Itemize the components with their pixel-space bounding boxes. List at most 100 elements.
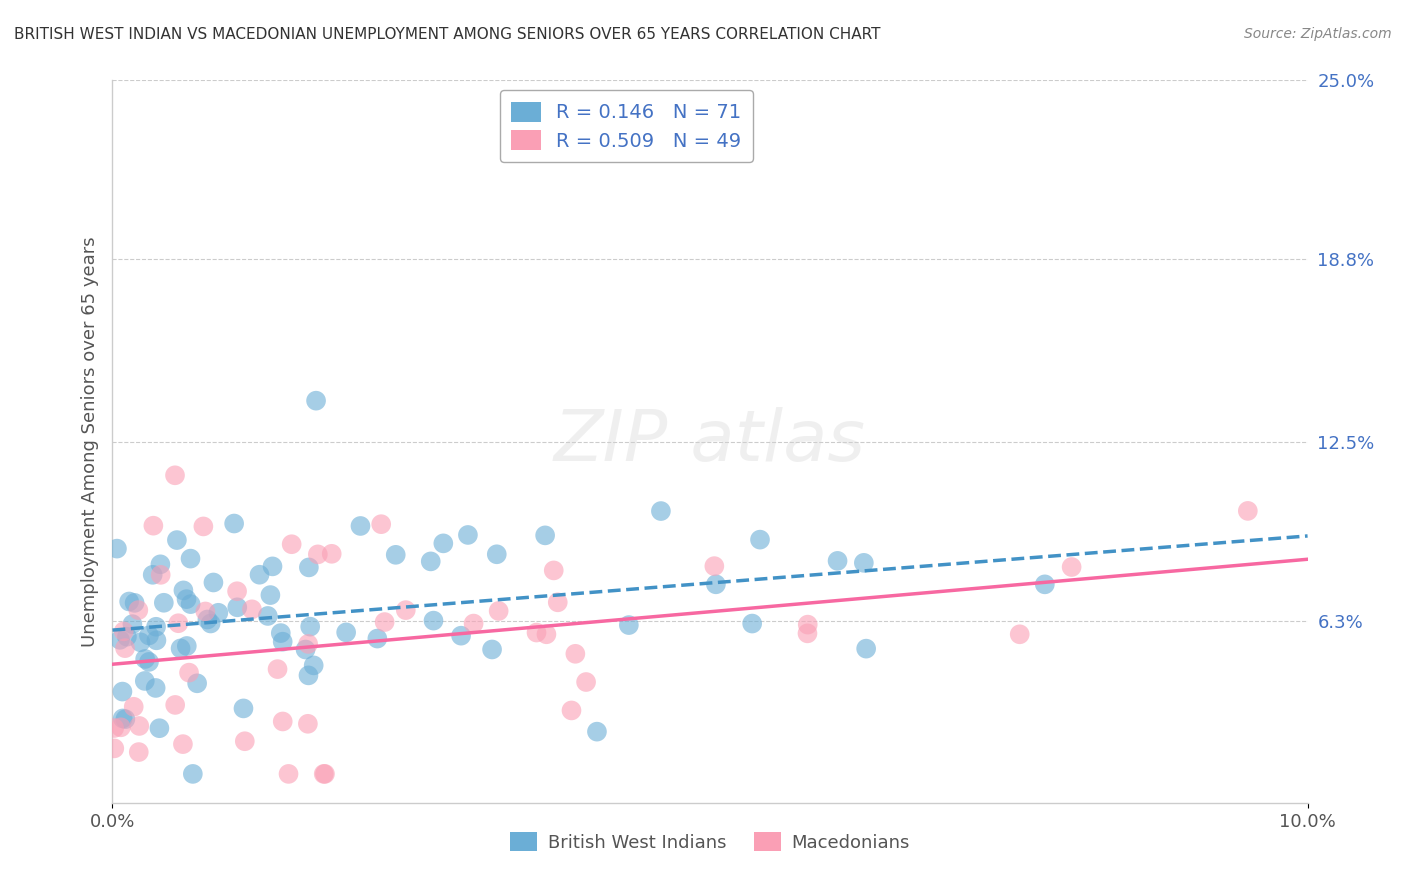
British West Indians	[299, 620, 322, 634]
British West Indians	[485, 547, 508, 561]
Macedonians	[307, 547, 329, 561]
British West Indians	[134, 652, 156, 666]
Macedonians	[177, 665, 200, 680]
Legend: R = 0.146   N = 71, R = 0.509   N = 49: R = 0.146 N = 71, R = 0.509 N = 49	[499, 90, 754, 162]
British West Indians	[224, 516, 246, 531]
British West Indians	[138, 655, 160, 669]
British West Indians	[180, 551, 202, 566]
Macedonians	[167, 616, 190, 631]
British West Indians	[457, 528, 479, 542]
Macedonians	[796, 617, 818, 632]
Macedonians	[194, 604, 217, 618]
British West Indians	[432, 536, 454, 550]
British West Indians	[294, 642, 316, 657]
Macedonians	[321, 547, 343, 561]
British West Indians	[749, 533, 772, 547]
Macedonians	[114, 641, 136, 656]
Macedonians	[122, 699, 145, 714]
British West Indians	[419, 554, 441, 568]
British West Indians	[481, 642, 503, 657]
British West Indians	[534, 528, 557, 542]
British West Indians	[172, 583, 194, 598]
Macedonians	[1060, 560, 1083, 574]
Macedonians	[374, 615, 396, 629]
Macedonians	[165, 698, 187, 712]
Macedonians	[543, 563, 565, 577]
British West Indians	[384, 548, 406, 562]
Macedonians	[1237, 504, 1260, 518]
British West Indians	[176, 639, 198, 653]
Macedonians	[280, 537, 302, 551]
British West Indians	[145, 633, 167, 648]
British West Indians	[118, 594, 141, 608]
British West Indians	[145, 620, 167, 634]
Macedonians	[226, 584, 249, 599]
Macedonians	[233, 734, 256, 748]
British West Indians	[138, 628, 160, 642]
Macedonians	[297, 716, 319, 731]
Macedonians	[172, 737, 194, 751]
British West Indians	[298, 560, 321, 574]
British West Indians	[650, 504, 672, 518]
Macedonians	[142, 518, 165, 533]
British West Indians	[207, 606, 229, 620]
Macedonians	[149, 567, 172, 582]
Macedonians	[796, 626, 818, 640]
British West Indians	[271, 634, 294, 648]
Macedonians	[277, 767, 299, 781]
British West Indians	[149, 558, 172, 572]
British West Indians	[1033, 577, 1056, 591]
British West Indians	[111, 711, 134, 725]
British West Indians	[169, 641, 191, 656]
British West Indians	[145, 681, 167, 695]
Text: Source: ZipAtlas.com: Source: ZipAtlas.com	[1244, 27, 1392, 41]
British West Indians	[153, 596, 176, 610]
British West Indians	[270, 626, 292, 640]
British West Indians	[349, 519, 371, 533]
British West Indians	[226, 600, 249, 615]
British West Indians	[249, 567, 271, 582]
British West Indians	[108, 632, 131, 647]
British West Indians	[115, 630, 138, 644]
Macedonians	[112, 624, 135, 639]
Macedonians	[463, 616, 485, 631]
British West Indians	[422, 614, 444, 628]
Macedonians	[240, 602, 263, 616]
British West Indians	[305, 393, 328, 408]
Macedonians	[128, 719, 150, 733]
British West Indians	[121, 617, 143, 632]
British West Indians	[302, 658, 325, 673]
British West Indians	[256, 609, 278, 624]
British West Indians	[114, 712, 136, 726]
British West Indians	[142, 567, 165, 582]
British West Indians	[259, 588, 281, 602]
Macedonians	[163, 468, 186, 483]
Macedonians	[103, 721, 125, 735]
Macedonians	[297, 637, 319, 651]
British West Indians	[827, 554, 849, 568]
Macedonians	[488, 604, 510, 618]
British West Indians	[197, 613, 219, 627]
Macedonians	[127, 603, 149, 617]
British West Indians	[586, 724, 609, 739]
British West Indians	[855, 641, 877, 656]
British West Indians	[181, 767, 204, 781]
Macedonians	[526, 625, 548, 640]
British West Indians	[262, 559, 284, 574]
Macedonians	[536, 627, 558, 641]
British West Indians	[124, 596, 146, 610]
British West Indians	[202, 575, 225, 590]
British West Indians	[741, 616, 763, 631]
Macedonians	[271, 714, 294, 729]
Macedonians	[370, 517, 392, 532]
Macedonians	[110, 720, 132, 734]
Macedonians	[128, 745, 150, 759]
Macedonians	[575, 675, 598, 690]
British West Indians	[148, 721, 170, 735]
Macedonians	[564, 647, 586, 661]
British West Indians	[129, 635, 152, 649]
British West Indians	[366, 632, 388, 646]
Macedonians	[560, 703, 582, 717]
Y-axis label: Unemployment Among Seniors over 65 years: Unemployment Among Seniors over 65 years	[80, 236, 98, 647]
Macedonians	[547, 595, 569, 609]
